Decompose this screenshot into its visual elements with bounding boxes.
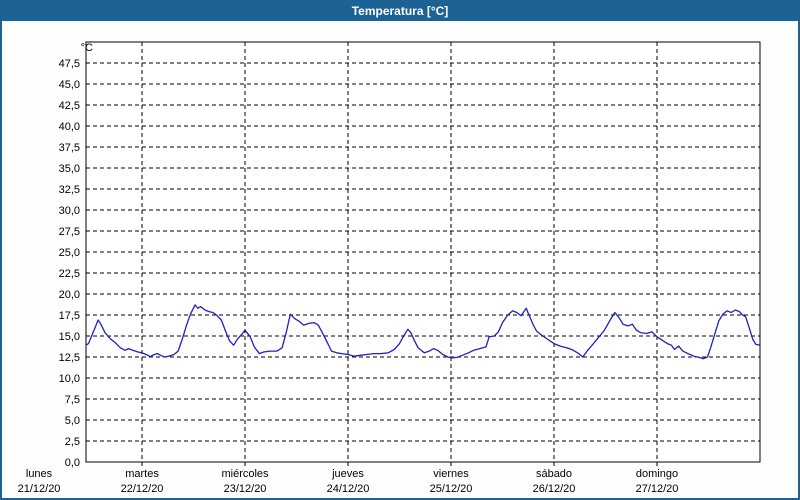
y-tick-label: 20,0 xyxy=(59,289,80,301)
y-tick-label: 15,0 xyxy=(59,331,80,343)
x-day-label: jueves xyxy=(331,468,364,480)
x-day-label: domingo xyxy=(636,468,678,480)
x-date-label: 27/12/20 xyxy=(636,483,679,495)
x-date-label: 21/12/20 xyxy=(18,483,61,495)
x-day-label: lunes xyxy=(26,468,53,480)
y-tick-label: 47,5 xyxy=(59,58,80,70)
window-title: Temperatura [°C] xyxy=(351,4,449,18)
x-date-label: 26/12/20 xyxy=(533,483,576,495)
x-date-label: 24/12/20 xyxy=(327,483,370,495)
x-day-label: martes xyxy=(125,468,159,480)
y-tick-label: 35,0 xyxy=(59,163,80,175)
temperature-chart: 0,0 2,5 5,0 7,5 10,0 12,5 15,0 17,5 20,0 22,5 25,0… xyxy=(2,21,798,498)
x-date-label: 25/12/20 xyxy=(430,483,473,495)
y-tick-label: 5,0 xyxy=(65,415,80,427)
y-axis-unit-label: °C xyxy=(81,42,93,54)
y-tick-label: 25,0 xyxy=(59,247,80,259)
y-tick-label: 37,5 xyxy=(59,142,80,154)
x-date-label: 22/12/20 xyxy=(121,483,164,495)
x-day-label: miércoles xyxy=(221,468,269,480)
y-tick-label: 30,0 xyxy=(59,205,80,217)
y-tick-label: 2,5 xyxy=(65,436,80,448)
temperature-line xyxy=(85,304,761,360)
window-titlebar[interactable]: Temperatura [°C] xyxy=(2,2,798,21)
y-tick-label: 45,0 xyxy=(59,79,80,91)
x-date-label: 23/12/20 xyxy=(224,483,267,495)
y-tick-label: 17,5 xyxy=(59,310,80,322)
y-tick-label: 27,5 xyxy=(59,226,80,238)
y-tick-label: 0,0 xyxy=(65,457,80,469)
x-day-label: sábado xyxy=(536,468,572,480)
y-tick-label: 22,5 xyxy=(59,268,80,280)
y-tick-label: 42,5 xyxy=(59,100,80,112)
y-tick-label: 7,5 xyxy=(65,394,80,406)
y-tick-label: 32,5 xyxy=(59,184,80,196)
y-tick-label: 40,0 xyxy=(59,121,80,133)
y-tick-label: 10,0 xyxy=(59,373,80,385)
y-tick-label: 12,5 xyxy=(59,352,80,364)
x-day-label: viernes xyxy=(433,468,469,480)
temperature-chart-svg: 0,0 2,5 5,0 7,5 10,0 12,5 15,0 17,5 20,0 22,5 25,0… xyxy=(18,41,761,495)
